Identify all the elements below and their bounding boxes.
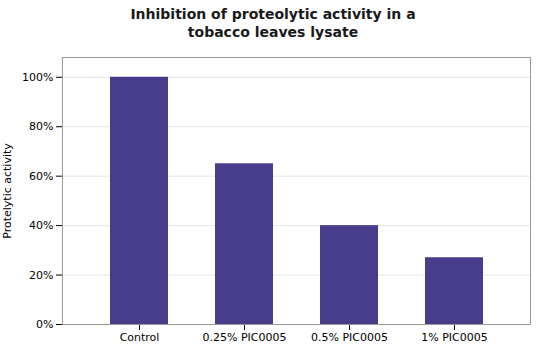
svg-text:Control: Control [120, 331, 160, 344]
svg-text:1% PIC0005: 1% PIC0005 [421, 331, 488, 344]
svg-text:0%: 0% [36, 318, 53, 331]
svg-text:40%: 40% [29, 219, 53, 232]
svg-text:20%: 20% [29, 269, 53, 282]
svg-text:100%: 100% [22, 71, 53, 84]
svg-text:80%: 80% [29, 120, 53, 133]
svg-text:60%: 60% [29, 170, 53, 183]
svg-text:Protelytic activity: Protelytic activity [1, 143, 14, 239]
svg-text:0.25% PIC0005: 0.25% PIC0005 [203, 331, 287, 344]
html-text:Inhibition of proteolytic acti: Inhibition of proteolytic activity in a … [130, 6, 416, 40]
svg-text:0.5% PIC0005: 0.5% PIC0005 [311, 331, 388, 344]
